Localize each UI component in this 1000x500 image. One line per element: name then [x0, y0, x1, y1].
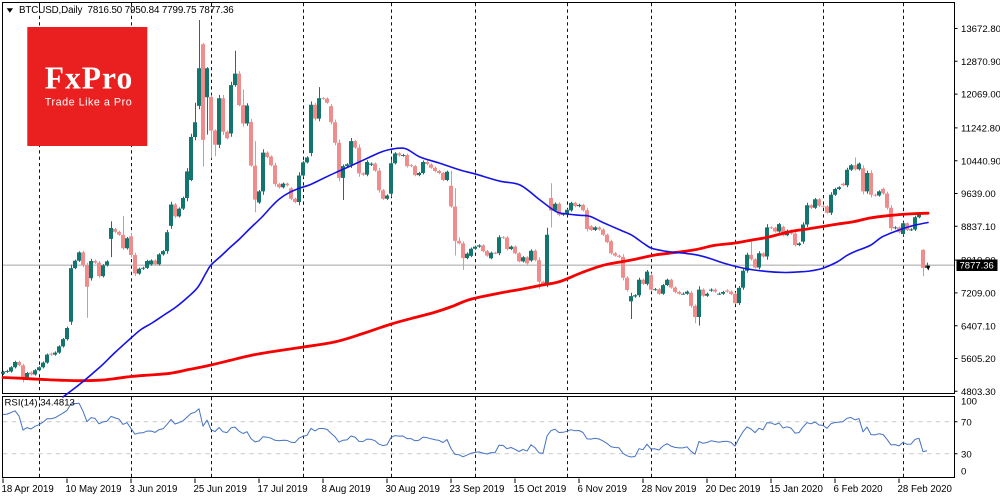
svg-text:Trade Like a Pro: Trade Like a Pro — [45, 96, 132, 108]
svg-text:8837.10: 8837.10 — [961, 222, 996, 233]
svg-text:30: 30 — [961, 449, 972, 460]
svg-text:6 Nov 2019: 6 Nov 2019 — [578, 484, 628, 495]
svg-text:30 Aug 2019: 30 Aug 2019 — [386, 484, 440, 495]
svg-text:15 Jan 2020: 15 Jan 2020 — [770, 484, 824, 495]
svg-text:10440.90: 10440.90 — [961, 156, 1000, 167]
svg-text:23 Sep 2019: 23 Sep 2019 — [450, 484, 505, 495]
svg-text:7877.36: 7877.36 — [960, 261, 994, 272]
svg-text:100: 100 — [961, 397, 977, 408]
svg-text:10 May 2019: 10 May 2019 — [66, 484, 122, 495]
svg-text:13672.80: 13672.80 — [961, 24, 1000, 35]
svg-text:0: 0 — [961, 467, 966, 478]
svg-text:28 Nov 2019: 28 Nov 2019 — [642, 484, 697, 495]
svg-text:20 Dec 2019: 20 Dec 2019 — [706, 484, 761, 495]
svg-text:11242.80: 11242.80 — [961, 124, 1000, 135]
svg-text:12870.90: 12870.90 — [961, 57, 1000, 68]
svg-text:15 Oct 2019: 15 Oct 2019 — [514, 484, 567, 495]
svg-text:17 Jul 2019: 17 Jul 2019 — [258, 484, 308, 495]
svg-text:5605.20: 5605.20 — [961, 354, 996, 365]
svg-text:8 Aug 2019: 8 Aug 2019 — [322, 484, 371, 495]
svg-text:3 Jun 2019: 3 Jun 2019 — [130, 484, 178, 495]
svg-text:RSI(14) 34.4813: RSI(14) 34.4813 — [5, 398, 75, 409]
svg-text:FxPro: FxPro — [45, 61, 133, 96]
svg-text:BTCUSD,Daily 7816.50 7950.84: BTCUSD,Daily 7816.50 7950.84 7799.75 787… — [19, 5, 234, 16]
svg-text:18 Apr 2019: 18 Apr 2019 — [2, 484, 54, 495]
svg-text:28 Feb 2020: 28 Feb 2020 — [898, 484, 953, 495]
svg-text:7209.00: 7209.00 — [961, 289, 996, 300]
svg-text:12069.00: 12069.00 — [961, 90, 1000, 101]
svg-text:9639.00: 9639.00 — [961, 189, 996, 200]
svg-text:6407.10: 6407.10 — [961, 321, 996, 332]
svg-text:25 Jun 2019: 25 Jun 2019 — [194, 484, 247, 495]
svg-text:70: 70 — [961, 417, 972, 428]
svg-text:4803.30: 4803.30 — [961, 387, 996, 398]
svg-text:6 Feb 2020: 6 Feb 2020 — [834, 484, 884, 495]
